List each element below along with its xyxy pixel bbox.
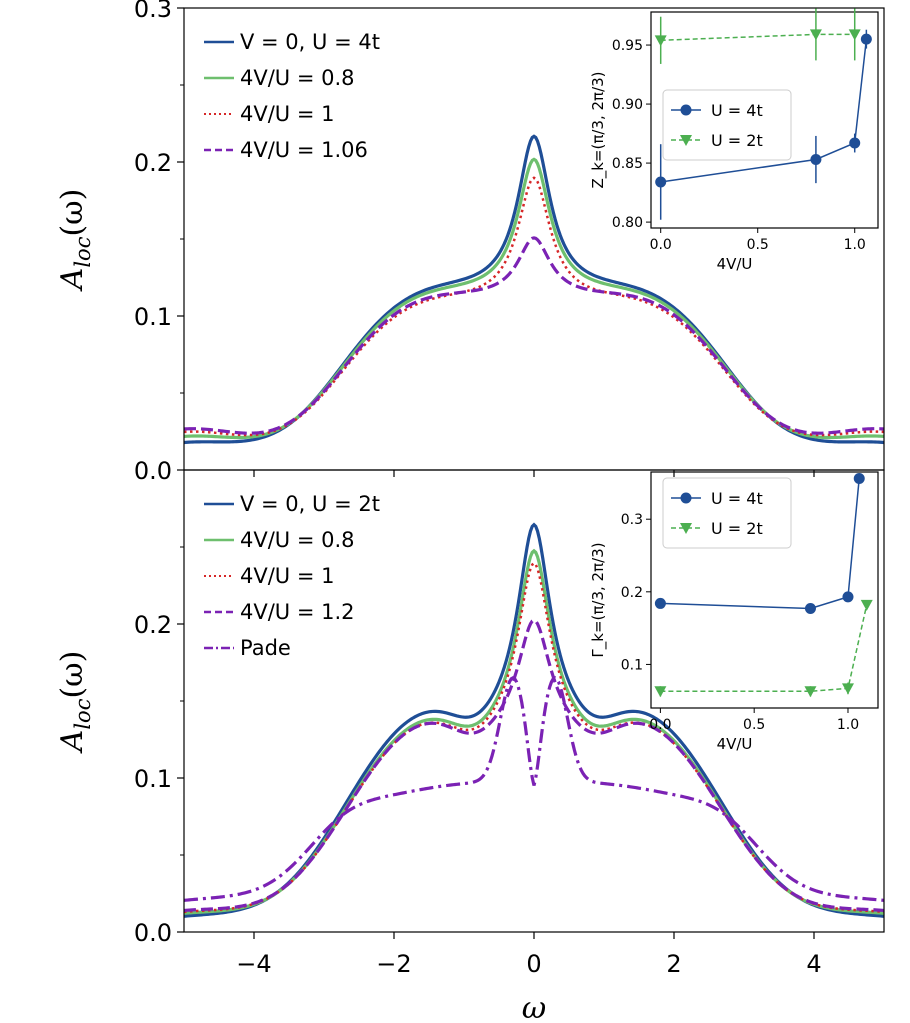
inset-point bbox=[804, 603, 816, 615]
legend: V = 0, U = 2t 4V/U = 0.8 4V/U = 1 4V/U = 1.… bbox=[204, 492, 380, 660]
x-tick-label: 2 bbox=[666, 950, 681, 978]
inset-y-axis-title: Z_k=(π/3, 2π/3) bbox=[589, 71, 608, 188]
inset-point bbox=[809, 29, 822, 41]
series-line-2 bbox=[184, 176, 884, 437]
x-tick-label: −4 bbox=[236, 950, 271, 978]
inset-x-tick-label: 1.0 bbox=[837, 717, 859, 733]
inset-point bbox=[654, 597, 666, 609]
inset-y-tick-label: 0.2 bbox=[621, 585, 643, 601]
inset-legend-label: U = 2t bbox=[711, 131, 763, 150]
inset-legend: U = 4t U = 2t bbox=[662, 477, 792, 549]
series-line-3 bbox=[184, 618, 884, 913]
inset-point bbox=[654, 35, 667, 47]
legend-label: V = 0, U = 4t bbox=[240, 30, 380, 54]
inset-point bbox=[655, 176, 667, 188]
inset-legend-label: U = 4t bbox=[711, 101, 763, 120]
y-axis-title: Aloc(ω) bbox=[55, 189, 95, 293]
inset-x-tick-label: 0.5 bbox=[747, 237, 769, 253]
inset-y-tick-label: 0.80 bbox=[612, 215, 643, 231]
inset-series-line-0 bbox=[660, 478, 860, 610]
inset-chart: 0.80 0.85 0.90 0.95 0.0 0.5 1.0 4V/U Z_k=(π/3, 2… bbox=[589, 8, 879, 273]
inset-legend-marker bbox=[680, 492, 692, 504]
inset-series-line-1 bbox=[660, 604, 868, 693]
y-axis-title: Aloc(ω) bbox=[55, 651, 95, 755]
series-line-0 bbox=[184, 134, 884, 445]
legend-label: 4V/U = 1 bbox=[240, 102, 334, 126]
inset-point bbox=[810, 154, 822, 166]
inset-point bbox=[860, 33, 872, 45]
inset-series-line-1 bbox=[660, 33, 855, 42]
inset-y-tick-label: 0.95 bbox=[612, 38, 643, 54]
legend-label: V = 0, U = 2t bbox=[240, 492, 380, 516]
inset-legend-marker bbox=[680, 104, 692, 116]
inset-legend-label: U = 4t bbox=[711, 489, 763, 508]
inset-legend-label: U = 2t bbox=[711, 519, 763, 538]
inset-x-axis-title: 4V/U bbox=[717, 255, 753, 273]
inset-y-axis-title: Γ_k=(π/3, 2π/3) bbox=[589, 542, 608, 657]
legend-label: 4V/U = 1.2 bbox=[240, 600, 355, 624]
series-line-1 bbox=[184, 157, 884, 440]
inset-y-tick-label: 0.85 bbox=[612, 156, 643, 172]
y-tick-label: 0.1 bbox=[134, 303, 172, 331]
inset-series-line-0 bbox=[660, 39, 868, 183]
inset-point bbox=[654, 686, 667, 698]
inset-y-tick-label: 0.1 bbox=[621, 657, 643, 673]
inset-point bbox=[849, 137, 861, 149]
y-tick-label: 0.0 bbox=[134, 919, 172, 947]
legend-label: 4V/U = 0.8 bbox=[240, 528, 355, 552]
legend: V = 0, U = 4t 4V/U = 0.8 4V/U = 1 4V/U = 1.… bbox=[204, 30, 380, 162]
inset-chart: 0.1 0.2 0.3 0.0 0.5 1.0 4V/U Γ_k=(π/3, 2π/3) U =… bbox=[589, 471, 879, 753]
inset-legend-box bbox=[662, 89, 792, 161]
inset-point bbox=[841, 683, 854, 695]
inset-x-tick-label: 1.0 bbox=[844, 237, 866, 253]
y-tick-label: 0.1 bbox=[134, 765, 172, 793]
inset-legend: U = 4t U = 2t bbox=[662, 89, 792, 161]
legend-label: 4V/U = 1 bbox=[240, 564, 334, 588]
inset-frame bbox=[650, 471, 879, 709]
series-group bbox=[184, 134, 884, 445]
inset-legend-marker bbox=[680, 135, 692, 146]
x-tick-label: 4 bbox=[806, 950, 821, 978]
inset-x-axis-title: 4V/U bbox=[717, 735, 753, 753]
series-group bbox=[184, 522, 884, 918]
inset-x-tick-label: 0.0 bbox=[649, 717, 671, 733]
inset-y-tick-label: 0.3 bbox=[621, 512, 643, 528]
inset-legend-marker bbox=[680, 523, 692, 534]
bottom-panel: 0.0 0.1 0.2 −4 −2 0 2 4 Aloc(ω) V = 0, U = 2t 4V/U… bbox=[55, 469, 885, 978]
x-axis-title: ω bbox=[522, 991, 546, 1023]
legend-label: Pade bbox=[240, 636, 291, 660]
y-tick-label: 0.3 bbox=[134, 0, 172, 23]
inset-x-tick-label: 0.5 bbox=[743, 717, 765, 733]
x-tick-label: −2 bbox=[376, 950, 411, 978]
y-tick-label: 0.0 bbox=[134, 457, 172, 485]
inset-point bbox=[804, 686, 817, 698]
inset-legend-box bbox=[662, 477, 792, 549]
inset-x-tick-label: 0.0 bbox=[650, 237, 672, 253]
inset-point bbox=[842, 591, 854, 603]
inset-point bbox=[853, 473, 865, 485]
y-tick-label: 0.2 bbox=[134, 149, 172, 177]
inset-point bbox=[848, 29, 861, 41]
legend-label: 4V/U = 1.06 bbox=[240, 138, 368, 162]
inset-point bbox=[860, 599, 873, 611]
series-line-3 bbox=[184, 236, 884, 435]
inset-frame bbox=[650, 11, 879, 229]
x-tick-label: 0 bbox=[526, 950, 541, 978]
top-panel: 0.0 0.1 0.2 0.3 Aloc(ω) V = 0, U = 4t 4V/U = 0… bbox=[55, 0, 885, 485]
legend-label: 4V/U = 0.8 bbox=[240, 66, 355, 90]
y-tick-label: 0.2 bbox=[134, 611, 172, 639]
series-line-4 bbox=[184, 675, 884, 902]
inset-y-tick-label: 0.90 bbox=[612, 97, 643, 113]
